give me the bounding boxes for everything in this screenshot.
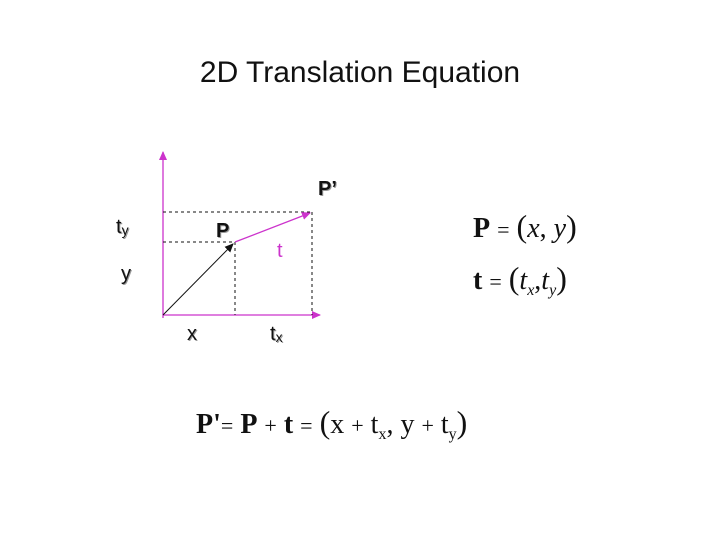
label-tx: tx (270, 323, 283, 346)
label-ty: ty (116, 216, 129, 239)
eq3-y: y (400, 409, 415, 440)
eq1-y: y (553, 213, 567, 244)
slide-title: 2D Translation Equation (199, 56, 521, 89)
label-ty-sub: y (121, 222, 129, 238)
eq1-comma: , (539, 213, 547, 244)
label-p: P (216, 220, 230, 242)
label-tx-base: t (270, 323, 276, 345)
eq3-comma: , (386, 409, 394, 440)
label-tx-sub: x (275, 329, 283, 345)
eq1-close-paren: ) (566, 208, 577, 244)
eq2-lhs: t (473, 265, 483, 296)
vector-p (162, 243, 234, 316)
eq3-ty-base: t (440, 409, 449, 440)
eq2-equals: = (489, 269, 502, 294)
label-y: y (121, 263, 131, 285)
eq2-tx-sub: x (527, 282, 535, 299)
eq3-t: t (283, 409, 294, 440)
eq2-tx-base: t (519, 265, 528, 296)
label-p-prime: P’ (318, 178, 337, 200)
eq3-x: x (330, 409, 345, 440)
label-ty-base: t (116, 216, 122, 238)
eq2-ty-sub: y (549, 282, 557, 299)
eq3-ty-sub: y (448, 426, 457, 443)
eq1-x: x (527, 213, 540, 244)
equation-vector-definition: t = (tx,ty) (473, 260, 567, 300)
label-x: x (187, 323, 197, 345)
eq2-comma: , (534, 265, 542, 296)
eq3-open-paren: ( (319, 404, 331, 440)
eq2-ty-base: t (541, 265, 550, 296)
eq1-equals: = (497, 217, 510, 242)
eq2-open-paren: ( (508, 260, 520, 296)
eq2-close-paren: ) (556, 260, 567, 296)
eq3-plus-2: + (421, 413, 434, 438)
eq3-plus: + (264, 413, 277, 438)
eq3-plus-1: + (351, 413, 364, 438)
eq3-tx-base: t (370, 409, 379, 440)
eq3-close-paren: ) (456, 404, 468, 440)
vector-t (234, 212, 311, 243)
eq3-lhs: P' (196, 409, 221, 440)
eq1-open-paren: ( (516, 208, 528, 244)
eq3-equals-2: = (300, 413, 313, 438)
equation-point-definition: P = (x, y) (473, 208, 577, 245)
eq1-lhs: P (473, 213, 491, 244)
eq3-p: P (240, 409, 258, 440)
eq3-tx-sub: x (378, 426, 387, 443)
eq3-equals-1: = (220, 413, 234, 438)
equation-translation-result: P'= P + t = (x + tx, y + ty) (196, 404, 467, 444)
label-t: t (277, 240, 283, 262)
